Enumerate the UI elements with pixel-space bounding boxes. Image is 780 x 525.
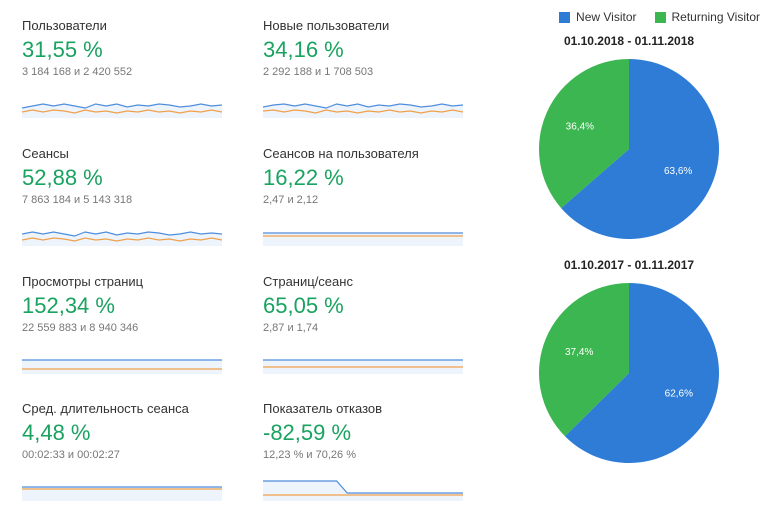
metric-title: Сред. длительность сеанса [22,401,249,416]
pie-chart-block: 01.10.2018 - 01.11.2018 63,6% 36,4% [534,30,724,244]
svg-text:62,6%: 62,6% [665,388,693,399]
metric-value: 152,34 % [22,293,249,319]
metric-title: Показатель отказов [263,401,490,416]
metric-value: 52,88 % [22,165,249,191]
metric-comparison: 7 863 184 и 5 143 318 [22,194,249,206]
metric-value: -82,59 % [263,420,490,446]
metric-title: Пользователи [22,18,249,33]
metric-card: Сред. длительность сеанса 4,48 % 00:02:3… [22,401,249,507]
pie-legend: New Visitor Returning Visitor [559,10,768,24]
metric-card: Показатель отказов -82,59 % 12,23 % и 70… [263,401,490,507]
metric-title: Новые пользователи [263,18,490,33]
metric-comparison: 2,47 и 2,12 [263,194,490,206]
pies-container: 01.10.2018 - 01.11.2018 63,6% 36,4% 01.1… [534,30,724,478]
svg-text:63,6%: 63,6% [664,166,692,177]
pie-chart-block: 01.10.2017 - 01.11.2017 62,6% 37,4% [534,254,724,468]
right-panel: New Visitor Returning Visitor 01.10.2018… [490,0,780,525]
svg-text:36,4%: 36,4% [566,121,594,132]
metric-card: Просмотры страниц 152,34 % 22 559 883 и … [22,274,249,380]
metric-title: Страниц/сеанс [263,274,490,289]
metric-comparison: 12,23 % и 70,26 % [263,449,490,461]
metric-comparison: 2 292 188 и 1 708 503 [263,66,490,78]
metric-title: Сеансы [22,146,249,161]
metric-comparison: 22 559 883 и 8 940 346 [22,322,249,334]
metric-title: Просмотры страниц [22,274,249,289]
metric-comparison: 00:02:33 и 00:02:27 [22,449,249,461]
legend-new-visitor: New Visitor [559,10,636,24]
legend-swatch-ret [655,12,666,23]
pie-date-range: 01.10.2017 - 01.11.2017 [564,258,694,272]
legend-returning-visitor: Returning Visitor [655,10,761,24]
metric-value: 16,22 % [263,165,490,191]
metric-value: 65,05 % [263,293,490,319]
metrics-grid: Пользователи 31,55 % 3 184 168 и 2 420 5… [0,0,490,525]
metric-card: Страниц/сеанс 65,05 % 2,87 и 1,74 [263,274,490,380]
metric-card: Пользователи 31,55 % 3 184 168 и 2 420 5… [22,18,249,124]
legend-swatch-new [559,12,570,23]
metric-comparison: 3 184 168 и 2 420 552 [22,66,249,78]
metric-card: Новые пользователи 34,16 % 2 292 188 и 1… [263,18,490,124]
legend-label-new: New Visitor [576,10,636,24]
metric-value: 4,48 % [22,420,249,446]
metric-card: Сеансы 52,88 % 7 863 184 и 5 143 318 [22,146,249,252]
metric-card: Сеансов на пользователя 16,22 % 2,47 и 2… [263,146,490,252]
legend-label-ret: Returning Visitor [672,10,761,24]
svg-text:37,4%: 37,4% [565,347,593,358]
metric-title: Сеансов на пользователя [263,146,490,161]
metric-value: 34,16 % [263,37,490,63]
pie-date-range: 01.10.2018 - 01.11.2018 [564,34,694,48]
metric-value: 31,55 % [22,37,249,63]
metric-comparison: 2,87 и 1,74 [263,322,490,334]
